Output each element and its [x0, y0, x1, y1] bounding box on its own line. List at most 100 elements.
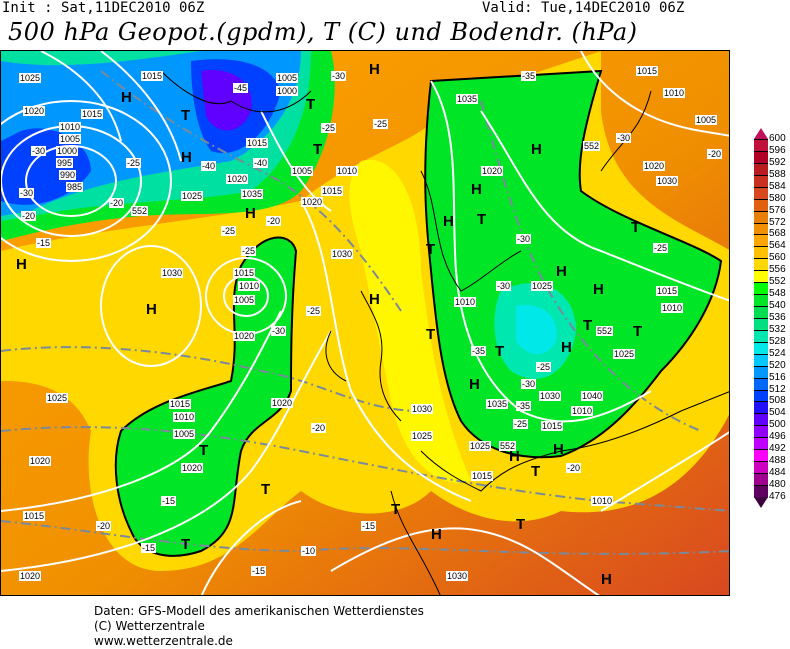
- legend-top-arrow: [754, 128, 768, 139]
- temperature-label: -25: [373, 119, 389, 129]
- pressure-label: 1035: [456, 94, 479, 104]
- pressure-label: 1020: [181, 463, 204, 473]
- high-pressure-marker: H: [593, 281, 604, 298]
- map-field-svg: [1, 51, 729, 595]
- pressure-label: 1015: [81, 109, 104, 119]
- pressure-label: 1010: [454, 297, 477, 307]
- temperature-label: -35: [471, 346, 487, 356]
- legend-swatch: [754, 139, 768, 152]
- pressure-label: 1015: [141, 71, 164, 81]
- height-552-label: 552: [596, 326, 614, 336]
- high-pressure-marker: H: [553, 441, 564, 458]
- pressure-label: 1030: [656, 176, 679, 186]
- temperature-label: -20: [109, 198, 125, 208]
- temperature-label: -30: [616, 133, 632, 143]
- pressure-label: 1015: [636, 66, 659, 76]
- temperature-label: -40: [201, 161, 217, 171]
- legend-label: 516: [769, 371, 786, 383]
- pressure-label: 1015: [246, 138, 269, 148]
- legend-label: 496: [769, 431, 786, 443]
- legend-swatch: [754, 186, 768, 200]
- low-thermal-marker: T: [181, 536, 191, 553]
- legend-swatch: [754, 377, 768, 391]
- legend-swatch: [754, 365, 768, 379]
- low-thermal-marker: T: [306, 96, 316, 113]
- pressure-label: 1020: [29, 456, 52, 466]
- pressure-label: 1030: [539, 391, 562, 401]
- pressure-label: 1040: [581, 391, 604, 401]
- temperature-label: -35: [521, 71, 537, 81]
- legend-swatch: [754, 174, 768, 188]
- legend-swatch: [754, 413, 768, 427]
- pressure-label: 1020: [233, 331, 256, 341]
- legend-swatch: [754, 353, 768, 367]
- pressure-label: 1020: [19, 571, 42, 581]
- legend-label: 596: [769, 144, 786, 156]
- legend-swatch: [754, 234, 768, 248]
- legend-label: 592: [769, 156, 786, 168]
- low-thermal-marker: T: [495, 343, 505, 360]
- temperature-label: -25: [513, 419, 529, 429]
- pressure-label: 1015: [233, 268, 256, 278]
- legend-swatch: [754, 150, 768, 164]
- low-thermal-marker: T: [633, 323, 643, 340]
- low-thermal-marker: T: [426, 241, 436, 258]
- temperature-label: -15: [161, 496, 177, 506]
- temperature-label: -35: [516, 401, 532, 411]
- legend-label: 572: [769, 216, 786, 228]
- pressure-label: 1025: [181, 191, 204, 201]
- low-thermal-marker: T: [516, 516, 526, 533]
- pressure-label: 1015: [321, 186, 344, 196]
- footer-url: www.wetterzentrale.de: [94, 634, 233, 648]
- pressure-label: 1010: [238, 281, 261, 291]
- legend-label: 576: [769, 204, 786, 216]
- temperature-label: -30: [521, 379, 537, 389]
- pressure-label: 1005: [173, 429, 196, 439]
- legend-label: 504: [769, 407, 786, 419]
- pressure-label: 1005: [695, 115, 718, 125]
- legend-swatch: [754, 389, 768, 403]
- temperature-label: -15: [36, 238, 52, 248]
- pressure-label: 1015: [471, 471, 494, 481]
- legend-label: 488: [769, 455, 786, 467]
- temperature-label: -20: [21, 211, 37, 221]
- high-pressure-marker: H: [531, 141, 542, 158]
- legend-label: 564: [769, 240, 786, 252]
- high-pressure-marker: H: [471, 181, 482, 198]
- legend-label: 528: [769, 335, 786, 347]
- pressure-label: 1010: [571, 406, 594, 416]
- low-thermal-marker: T: [313, 141, 323, 158]
- legend-swatch: [754, 437, 768, 451]
- legend-swatch: [754, 294, 768, 307]
- map-title: 500 hPa Geopot.(gpdm), T (C) und Bodendr…: [8, 18, 638, 46]
- pressure-label: 990: [59, 170, 77, 180]
- legend-label: 580: [769, 192, 786, 204]
- pressure-label: 1025: [19, 73, 42, 83]
- temperature-label: -30: [31, 146, 47, 156]
- high-pressure-marker: H: [121, 89, 132, 106]
- low-thermal-marker: T: [477, 211, 487, 228]
- temperature-label: -20: [566, 463, 582, 473]
- footer-source: Daten: GFS-Modell des amerikanischen Wet…: [94, 604, 424, 618]
- legend-label: 500: [769, 419, 786, 431]
- high-pressure-marker: H: [369, 61, 380, 78]
- legend-label: 600: [769, 133, 786, 144]
- temperature-label: -30: [496, 281, 512, 291]
- temperature-label: -20: [266, 216, 282, 226]
- legend-label: 568: [769, 228, 786, 240]
- temperature-label: -25: [306, 306, 322, 316]
- low-thermal-marker: T: [631, 219, 641, 236]
- legend-label: 556: [769, 264, 786, 276]
- temperature-label: -25: [653, 243, 669, 253]
- legend-swatch: [754, 484, 768, 498]
- pressure-label: 1015: [23, 511, 46, 521]
- temperature-label: -10: [301, 546, 317, 556]
- pressure-label: 1000: [56, 146, 79, 156]
- legend-label: 492: [769, 443, 786, 455]
- pressure-label: 1010: [591, 496, 614, 506]
- pressure-label: 1025: [531, 281, 554, 291]
- legend-label: 540: [769, 300, 786, 312]
- low-thermal-marker: T: [426, 326, 436, 343]
- high-pressure-marker: H: [601, 571, 612, 588]
- height-552-label: 552: [583, 141, 601, 151]
